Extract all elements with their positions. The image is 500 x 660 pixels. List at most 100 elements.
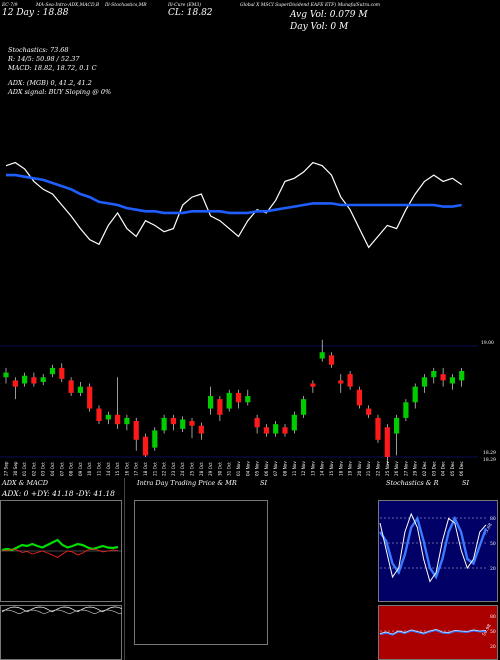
candle-body [96, 408, 102, 422]
adx-line: ADX: (MGB) 0, 41.2, 41.2 [8, 79, 92, 87]
macd-signal-line [1, 609, 123, 615]
price-line [5, 161, 463, 249]
candle-body [384, 427, 390, 457]
candle-body [282, 427, 288, 434]
candle-body [245, 396, 251, 403]
date-label: 05 Dec [450, 461, 455, 476]
top-label-0: EC-7/9 [2, 3, 18, 8]
rsi-line [379, 628, 487, 636]
candle-body [68, 380, 74, 393]
macd-line [1, 606, 123, 613]
intra-panel-si: SI [260, 479, 268, 487]
candle-body [12, 380, 18, 387]
date-label: 23 Oct [171, 462, 176, 476]
date-label: 03 Oct [41, 462, 46, 476]
date-label: 30 Sep [13, 461, 18, 476]
date-label: 15 Oct [115, 462, 120, 476]
top-label-4: Global X MSCI SuperDividend EAFE ETF) Mu… [240, 3, 381, 8]
date-label: 06 Nov [264, 461, 269, 476]
date-label: 18 Oct [143, 462, 148, 476]
stoch-k-line [379, 512, 487, 583]
dates-group: 27 Sep 30 Sep 01 Oct 02 Oct 03 Oct 04 Oct 07 O… [4, 461, 465, 476]
top-label-1: MA-Sea-Intro-ADX,MACD,B [36, 3, 100, 8]
top-label-3: Ill-Cure (EM3) [168, 3, 202, 8]
candle-body [310, 383, 316, 387]
main-chart: 27 Sep 30 Sep 01 Oct 02 Oct 03 Oct 04 Oct 07 O… [0, 161, 478, 476]
date-label: 06 Dec [459, 461, 464, 476]
candle-body [301, 399, 307, 415]
adx-panel-values: ADX: 0 +DY: 41.18 -DY: 41.18 [2, 489, 115, 498]
candle-body [226, 392, 232, 409]
stoch-label-80: 80 [490, 517, 496, 522]
date-label: 25 Oct [190, 462, 195, 476]
stoch-box [378, 500, 498, 602]
candle-body [403, 402, 409, 418]
candle-body [431, 371, 437, 378]
date-label: 04 Oct [50, 462, 55, 476]
date-label: 29 Nov [413, 461, 418, 476]
rsi-label-50: 50 [490, 630, 496, 635]
date-label: 14 Oct [106, 462, 111, 476]
date-label: 29 Oct [208, 462, 213, 476]
candle-body [328, 355, 335, 365]
candle-body [142, 436, 149, 456]
stoch-label-20: 20 [490, 567, 496, 572]
candle-body [394, 417, 400, 434]
candle-body [338, 380, 344, 384]
candle-body [59, 367, 65, 379]
candle-body [273, 424, 279, 434]
candle-body [198, 425, 204, 434]
stoch-panel-title: Stochastics & R [386, 479, 439, 487]
day-vol: Day Vol: 0 M [290, 22, 349, 32]
candle-body [208, 396, 214, 409]
intra-box [134, 500, 268, 645]
rsi-label-80: 80 [490, 615, 496, 620]
date-label: 12 Nov [301, 461, 306, 476]
close-label: CL: 18.82 [168, 8, 213, 18]
avg-vol: Avg Vol: 0.079 M [290, 10, 368, 20]
stoch-d-line [379, 515, 488, 580]
candle-body [115, 414, 121, 425]
adx-panel [0, 478, 125, 660]
date-label: 26 Nov [394, 461, 399, 476]
candle-body [421, 377, 428, 387]
candle-body [319, 352, 325, 359]
date-label: 11 Nov [292, 461, 297, 476]
candle-body [459, 371, 465, 381]
candle-body [235, 392, 242, 403]
date-label: 18 Nov [338, 461, 343, 476]
candle-body [449, 377, 455, 384]
date-label: 16 Oct [124, 462, 129, 476]
candle-body [170, 417, 176, 425]
date-label: 27 Sep [4, 461, 9, 476]
adx-plus-line [1, 538, 119, 552]
date-label: 13 Nov [310, 461, 315, 476]
candle-body [189, 421, 195, 426]
date-label: 24 Oct [180, 462, 185, 476]
candle-body [124, 417, 130, 425]
candle-body [217, 399, 223, 415]
rsi-label-20: 20 [490, 645, 496, 650]
candle-body [347, 374, 353, 387]
moving-average-line [6, 173, 462, 215]
date-label: 02 Oct [31, 462, 36, 476]
candle-body [254, 417, 260, 428]
date-label: 17 Oct [134, 462, 139, 476]
date-label: 31 Oct [227, 462, 232, 476]
date-label: 07 Oct [59, 462, 64, 476]
rsi-white-line [379, 629, 487, 635]
date-label: 19 Nov [348, 461, 353, 476]
date-label: 07 Nov [273, 461, 278, 476]
candle-body [180, 419, 186, 429]
date-label: 04 Dec [441, 461, 446, 476]
candle-body [161, 417, 167, 431]
candle-body [49, 367, 56, 375]
r-line: R: 14/5: 50.98 / 52.37 [8, 55, 80, 63]
price-label-bottom2: 18.29 [483, 458, 496, 463]
date-label: 30 Oct [217, 462, 222, 476]
top-label-2: Ill-Stochastics,MR [105, 3, 147, 8]
candle-body [291, 414, 297, 431]
candle-body [263, 427, 269, 434]
price-label-bottom1: 18.29 [483, 451, 496, 456]
